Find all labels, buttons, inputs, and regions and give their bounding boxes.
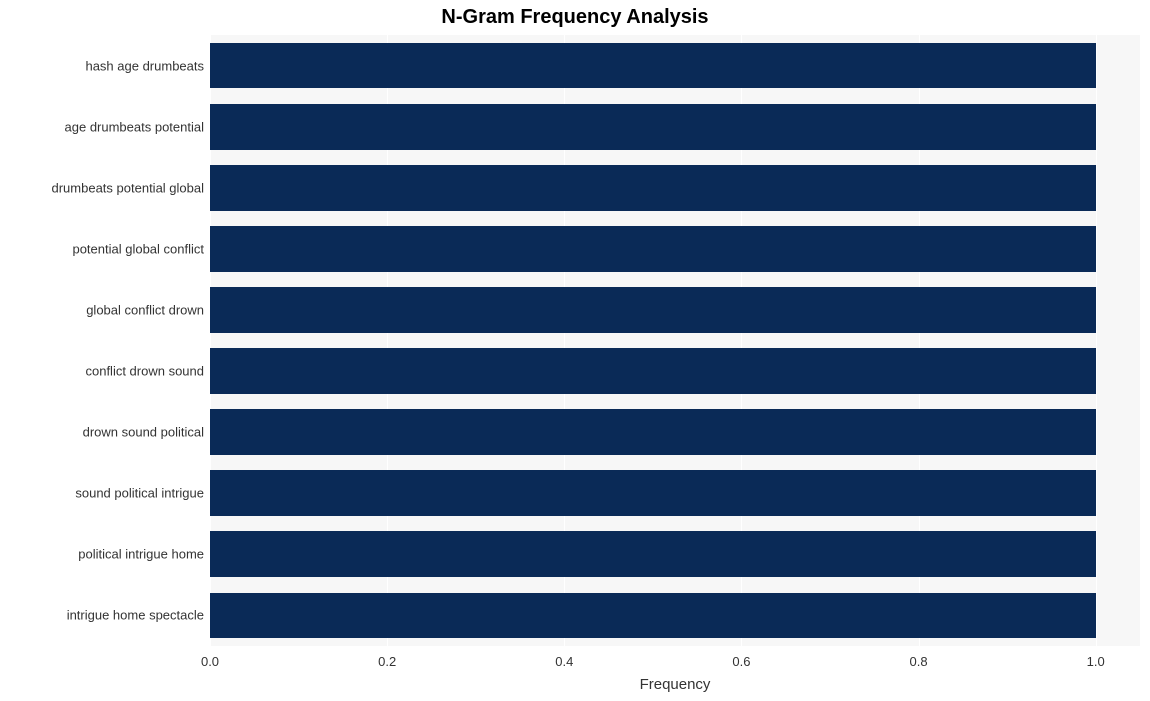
- x-tick-label: 1.0: [1087, 654, 1105, 669]
- x-tick-label: 0.8: [910, 654, 928, 669]
- x-tick-label: 0.4: [555, 654, 573, 669]
- bar: [210, 165, 1096, 211]
- bar: [210, 470, 1096, 516]
- bar: [210, 348, 1096, 394]
- x-tick-label: 0.2: [378, 654, 396, 669]
- x-tick-label: 0.6: [732, 654, 750, 669]
- x-axis-label: Frequency: [210, 676, 1140, 693]
- y-tick-label: conflict drown sound: [85, 364, 204, 379]
- y-tick-label: age drumbeats potential: [65, 119, 204, 134]
- bar: [210, 531, 1096, 577]
- plot-area: [210, 35, 1140, 646]
- chart-title: N-Gram Frequency Analysis: [0, 6, 1150, 29]
- y-tick-label: drown sound political: [83, 425, 204, 440]
- y-tick-label: potential global conflict: [72, 241, 204, 256]
- ngram-frequency-chart: N-Gram Frequency Analysis Frequency 0.0 0…: [0, 0, 1150, 701]
- bar: [210, 593, 1096, 639]
- bar: [210, 409, 1096, 455]
- y-tick-label: drumbeats potential global: [52, 180, 205, 195]
- x-tick-label: 0.0: [201, 654, 219, 669]
- y-tick-label: global conflict drown: [86, 302, 204, 317]
- y-tick-label: hash age drumbeats: [85, 58, 204, 73]
- bar: [210, 104, 1096, 150]
- y-tick-label: sound political intrigue: [75, 486, 204, 501]
- bar: [210, 287, 1096, 333]
- y-tick-label: political intrigue home: [78, 547, 204, 562]
- grid-line: [1096, 35, 1097, 646]
- bar: [210, 43, 1096, 89]
- bar: [210, 226, 1096, 272]
- y-tick-label: intrigue home spectacle: [67, 608, 204, 623]
